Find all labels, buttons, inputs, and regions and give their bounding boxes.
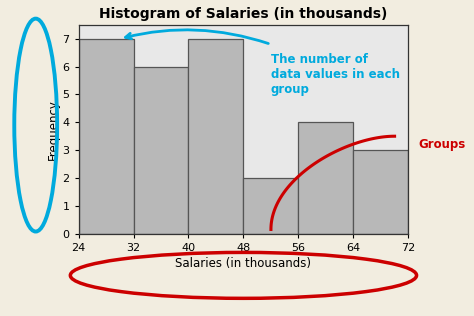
Bar	[354, 150, 408, 234]
Title: Histogram of Salaries (in thousands): Histogram of Salaries (in thousands)	[99, 7, 388, 21]
Bar	[299, 122, 354, 234]
Bar	[79, 39, 134, 234]
Bar	[189, 39, 244, 234]
X-axis label: Salaries (in thousands): Salaries (in thousands)	[175, 257, 311, 270]
Text: Groups: Groups	[419, 138, 466, 151]
Bar	[134, 67, 189, 234]
Y-axis label: Frequency: Frequency	[46, 99, 60, 160]
Text: The number of
data values in each
group: The number of data values in each group	[271, 53, 400, 96]
Bar	[244, 178, 299, 234]
